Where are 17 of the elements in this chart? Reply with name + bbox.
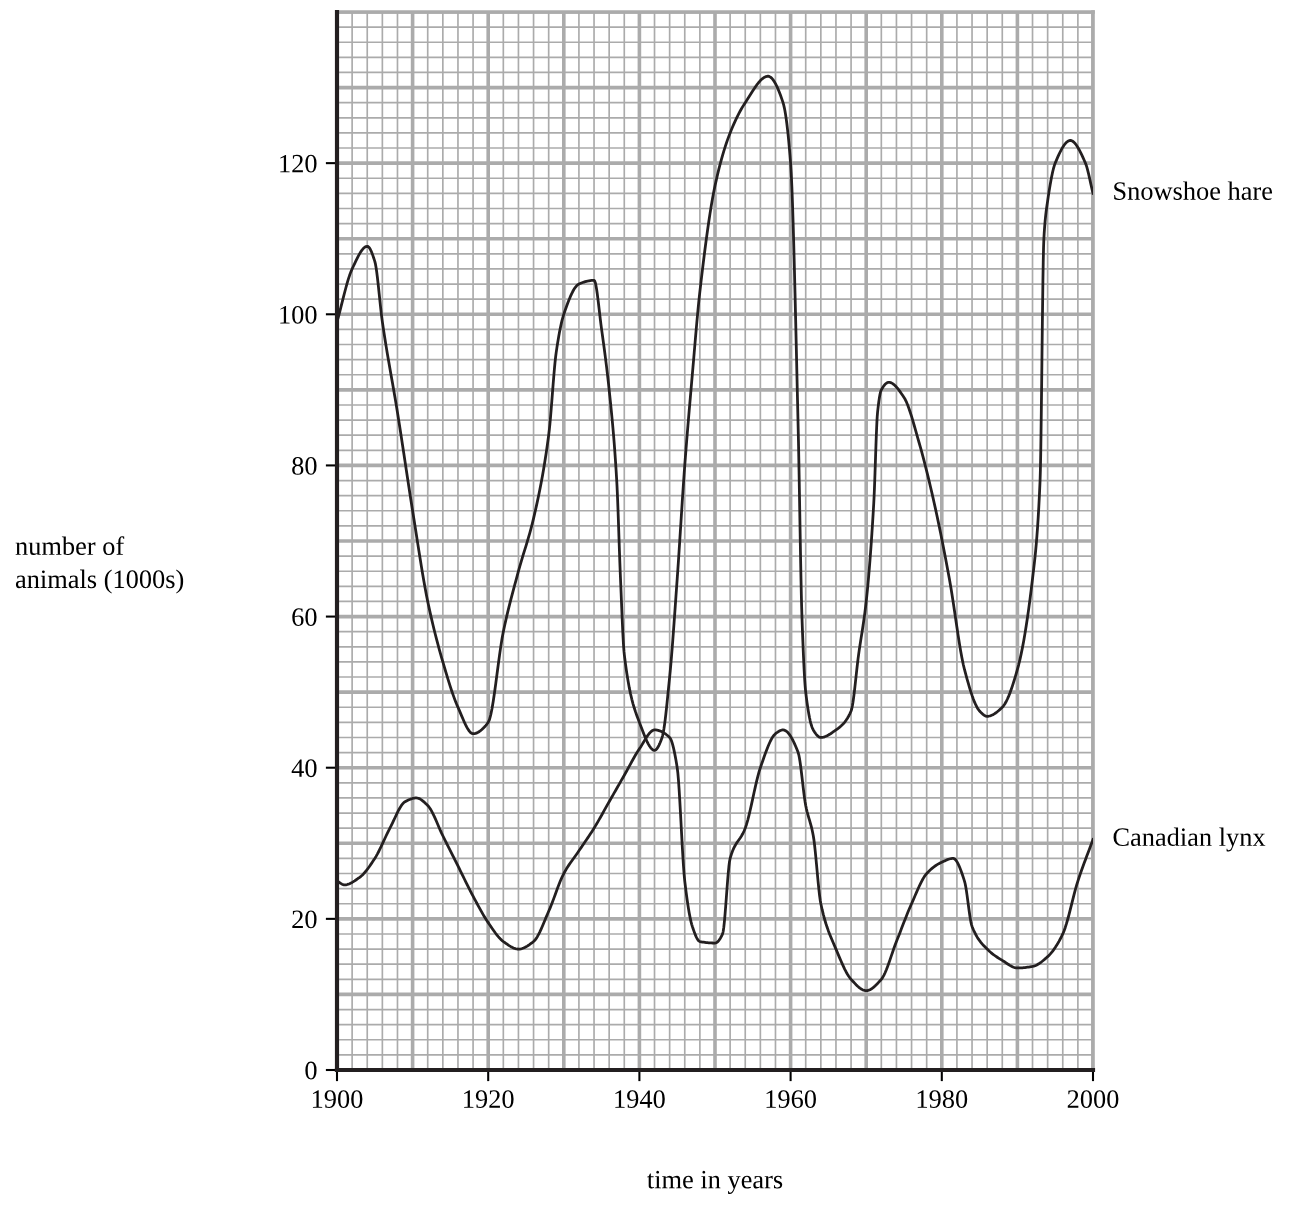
x-axis-title: time in years (647, 1170, 783, 1194)
y-tick-label: 120 (280, 154, 317, 173)
x-tick-label: 1920 (464, 1090, 514, 1109)
x-tick-label: 1980 (917, 1090, 968, 1109)
y-tick-label: 80 (292, 457, 317, 475)
x-tick-label: 1900 (312, 1090, 363, 1109)
x-tick-label: 2000 (1067, 1090, 1119, 1109)
series-label: Snowshoe hare (1114, 181, 1273, 200)
y-tick-label: 40 (291, 759, 317, 778)
x-tick-label: 1960 (766, 1090, 816, 1109)
y-tick-label: 100 (280, 305, 317, 324)
y-tick-label: 60 (292, 608, 317, 626)
y-tick-label: 0 (305, 1061, 317, 1080)
y-axis-title: number of animals (1000s) (15, 536, 184, 594)
x-tick-label: 1940 (615, 1090, 665, 1109)
series-label: Canadian lynx (1113, 827, 1266, 852)
y-tick-label: 20 (292, 910, 317, 929)
